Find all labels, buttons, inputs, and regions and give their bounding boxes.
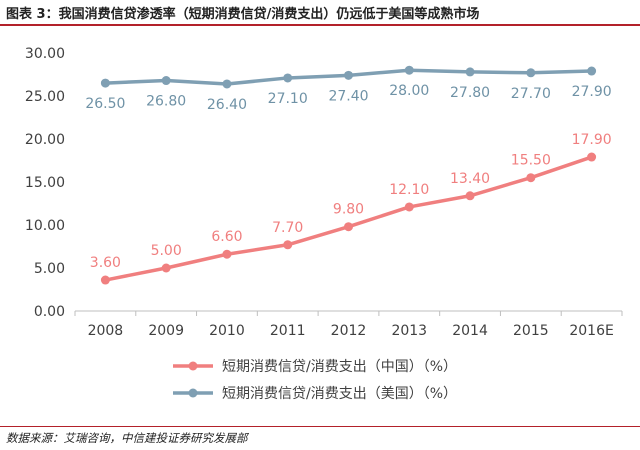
x-tick-label: 2013 <box>391 323 427 339</box>
x-tick-label: 2016E <box>569 323 613 339</box>
figure-title-bar: 图表 3：我国消费信贷渗透率（短期消费信贷/消费支出）仍远低于美国等成熟市场 <box>0 0 640 26</box>
legend-marker-china <box>188 361 198 371</box>
data-label-usa: 27.80 <box>450 85 490 101</box>
data-point-china <box>404 202 414 212</box>
x-tick-label: 2008 <box>88 323 124 339</box>
x-tick-label: 2014 <box>452 323 488 339</box>
data-label-china: 17.90 <box>572 132 612 148</box>
data-label-china: 5.00 <box>151 243 182 259</box>
source-divider <box>0 426 640 427</box>
data-point-china <box>283 240 293 250</box>
data-point-china <box>100 275 110 285</box>
data-label-usa: 26.50 <box>85 96 125 112</box>
figure-title: 图表 3：我国消费信贷渗透率（短期消费信贷/消费支出）仍远低于美国等成熟市场 <box>6 7 480 22</box>
data-label-usa: 28.00 <box>389 83 429 99</box>
data-point-usa <box>283 73 293 83</box>
figure-source: 数据来源：艾瑞咨询，中信建投证券研究发展部 <box>6 431 248 445</box>
data-point-china <box>465 191 475 201</box>
data-point-china <box>222 249 232 259</box>
data-point-usa <box>161 76 171 86</box>
data-point-usa <box>100 78 110 88</box>
data-label-china: 13.40 <box>450 171 490 187</box>
data-point-usa <box>587 66 597 76</box>
y-tick-label: 0.00 <box>34 304 65 320</box>
data-point-china <box>161 263 171 273</box>
x-tick-label: 2011 <box>270 323 306 339</box>
data-label-usa: 27.10 <box>268 91 308 107</box>
legend-marker-usa <box>188 388 198 398</box>
x-tick-label: 2015 <box>513 323 549 339</box>
data-point-usa <box>526 68 536 78</box>
chart-legend: 短期消费信贷/消费支出（中国）（%） 短期消费信贷/消费支出（美国）（%） <box>173 359 457 402</box>
data-label-usa: 26.80 <box>146 94 186 110</box>
legend-label-china: 短期消费信贷/消费支出（中国）（%） <box>222 359 457 375</box>
data-point-usa <box>465 67 475 77</box>
data-label-china: 6.60 <box>211 229 242 245</box>
data-label-china: 9.80 <box>333 202 364 218</box>
x-tick-label: 2010 <box>209 323 245 339</box>
y-tick-label: 15.00 <box>25 175 65 191</box>
data-point-usa <box>404 65 414 75</box>
data-label-china: 15.50 <box>511 153 551 169</box>
line-chart: 0.00 5.00 10.00 15.00 20.00 25.00 30.00 2008 200… <box>25 46 623 402</box>
data-label-china: 12.10 <box>389 182 429 198</box>
legend-label-usa: 短期消费信贷/消费支出（美国）（%） <box>222 386 457 402</box>
y-tick-label: 30.00 <box>25 46 65 62</box>
series-line-china <box>105 155 593 282</box>
x-tick-label: 2009 <box>148 323 184 339</box>
data-point-usa <box>222 79 232 89</box>
y-tick-label: 10.00 <box>25 218 65 234</box>
data-point-usa <box>344 70 353 80</box>
data-label-usa: 27.40 <box>328 88 368 104</box>
y-tick-label: 20.00 <box>25 132 65 148</box>
y-tick-label: 25.00 <box>25 89 65 105</box>
data-label-china: 3.60 <box>90 255 121 271</box>
data-label-usa: 27.70 <box>511 86 551 102</box>
data-point-china <box>526 173 536 183</box>
y-tick-label: 5.00 <box>34 261 65 277</box>
data-label-china: 7.70 <box>272 220 303 236</box>
data-label-usa: 27.90 <box>572 84 612 100</box>
chart-axes: 0.00 5.00 10.00 15.00 20.00 25.00 30.00 2008 200… <box>25 46 623 339</box>
x-tick-label: 2012 <box>331 323 367 339</box>
data-point-china <box>587 152 597 162</box>
chart-series: 3.60 5.00 6.60 7.70 9.80 12.10 13.40 15.50 17.90… <box>85 65 612 285</box>
data-point-china <box>344 222 353 232</box>
data-label-usa: 26.40 <box>207 97 247 113</box>
